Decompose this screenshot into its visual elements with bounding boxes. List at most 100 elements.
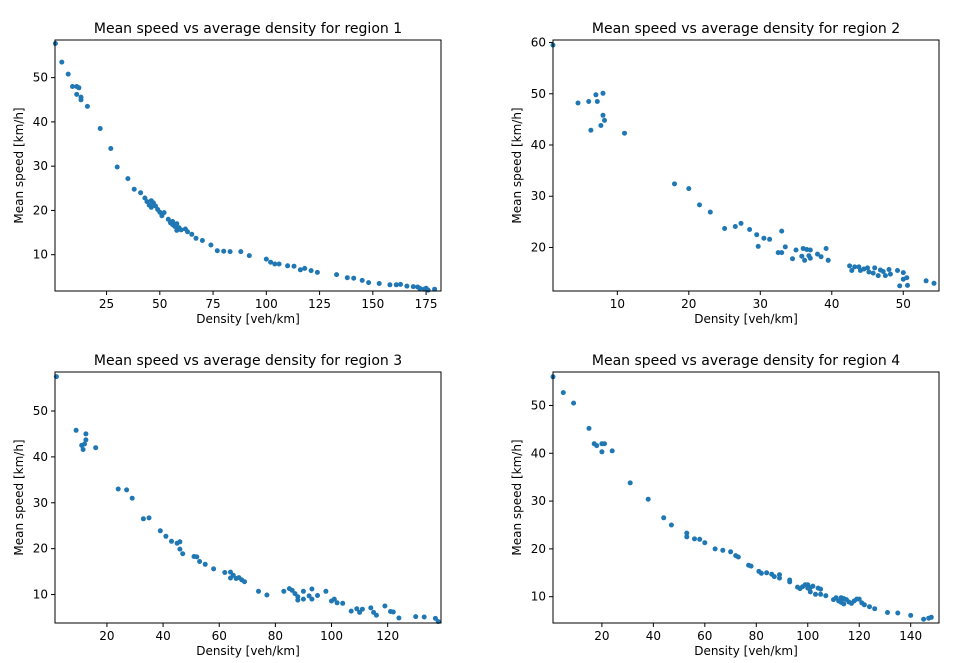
chart-title: Mean speed vs average density for region… xyxy=(592,353,900,369)
data-point xyxy=(221,248,227,254)
data-point xyxy=(227,249,233,255)
data-point xyxy=(697,202,702,208)
data-point xyxy=(214,248,220,254)
data-point xyxy=(807,589,813,595)
data-point xyxy=(870,270,876,276)
data-point xyxy=(722,226,728,231)
data-point xyxy=(921,616,927,622)
data-point xyxy=(242,579,247,585)
data-point xyxy=(799,253,805,259)
x-tick-label: 80 xyxy=(749,629,764,643)
y-tick-label: 20 xyxy=(33,203,48,217)
x-tick-label: 140 xyxy=(899,629,922,643)
chart-region-2: Mean speed vs average density for region… xyxy=(510,21,940,326)
plot-frame xyxy=(54,39,442,292)
x-tick-label: 20 xyxy=(99,629,114,643)
data-point xyxy=(268,259,274,265)
data-point xyxy=(779,228,785,234)
data-point xyxy=(387,282,393,288)
data-point xyxy=(83,437,89,443)
data-point xyxy=(281,588,287,594)
data-point xyxy=(93,445,99,451)
data-point xyxy=(73,427,79,433)
data-point xyxy=(76,85,82,91)
data-point xyxy=(354,606,360,612)
data-point xyxy=(684,530,690,536)
chart-title: Mean speed vs average density for region… xyxy=(94,353,402,369)
data-point xyxy=(157,528,163,534)
data-point xyxy=(782,244,788,250)
data-point xyxy=(194,554,200,560)
data-point xyxy=(334,600,340,606)
data-point xyxy=(272,261,278,267)
data-point xyxy=(74,91,80,97)
data-point xyxy=(65,71,71,77)
data-point xyxy=(712,546,718,552)
data-point xyxy=(177,539,183,545)
data-point xyxy=(852,264,858,270)
y-tick-label: 10 xyxy=(531,590,546,604)
x-tick-label: 125 xyxy=(308,297,331,311)
data-point xyxy=(263,256,269,262)
data-point xyxy=(114,164,120,170)
data-point xyxy=(197,559,203,564)
data-point xyxy=(594,443,600,449)
y-tick-label: 20 xyxy=(33,542,48,556)
data-point xyxy=(697,536,703,542)
data-point xyxy=(807,247,813,253)
data-point xyxy=(148,204,154,210)
x-tick-label: 40 xyxy=(155,629,170,643)
y-tick-label: 20 xyxy=(531,542,546,556)
data-point xyxy=(586,99,592,104)
y-tick-label: 30 xyxy=(33,496,48,510)
data-point xyxy=(861,602,867,608)
data-point xyxy=(813,591,818,597)
x-tick-label: 20 xyxy=(594,629,609,643)
data-point xyxy=(246,253,252,259)
data-point xyxy=(331,596,337,602)
y-tick-label: 60 xyxy=(531,36,546,50)
data-point xyxy=(300,596,306,602)
data-point xyxy=(161,210,167,216)
data-point xyxy=(802,257,808,263)
data-point xyxy=(668,522,674,528)
data-point xyxy=(931,280,937,286)
data-point xyxy=(393,282,399,288)
data-point xyxy=(359,277,365,283)
y-tick-label: 40 xyxy=(531,138,546,152)
data-point xyxy=(818,591,824,597)
x-axis-label: Density [veh/km] xyxy=(694,312,798,326)
data-point xyxy=(80,447,86,452)
data-point xyxy=(295,597,301,603)
chart-region-3: Mean speed vs average density for region… xyxy=(12,353,442,658)
data-point xyxy=(202,561,208,567)
data-point xyxy=(177,546,183,552)
data-point xyxy=(602,441,607,447)
data-point xyxy=(138,190,144,196)
data-point xyxy=(856,596,862,602)
data-point xyxy=(344,275,350,281)
y-tick-label: 40 xyxy=(33,115,48,129)
data-point xyxy=(818,254,824,260)
x-tick-label: 50 xyxy=(152,297,167,311)
data-point xyxy=(599,449,605,455)
data-point xyxy=(146,515,152,521)
y-axis-label: Mean speed [km/h] xyxy=(12,107,26,223)
data-point xyxy=(178,227,184,233)
data-point xyxy=(163,533,169,539)
x-tick-label: 50 xyxy=(896,297,911,311)
data-point xyxy=(571,400,577,406)
data-point xyxy=(180,551,186,557)
data-point xyxy=(622,130,627,136)
y-axis-label: Mean speed [km/h] xyxy=(510,107,524,223)
data-point xyxy=(767,236,773,242)
data-point xyxy=(866,269,872,275)
x-tick-label: 100 xyxy=(255,297,278,311)
data-point xyxy=(755,243,761,249)
data-point xyxy=(398,281,403,287)
data-point xyxy=(602,117,607,123)
data-point xyxy=(807,255,813,261)
data-point xyxy=(84,103,90,109)
